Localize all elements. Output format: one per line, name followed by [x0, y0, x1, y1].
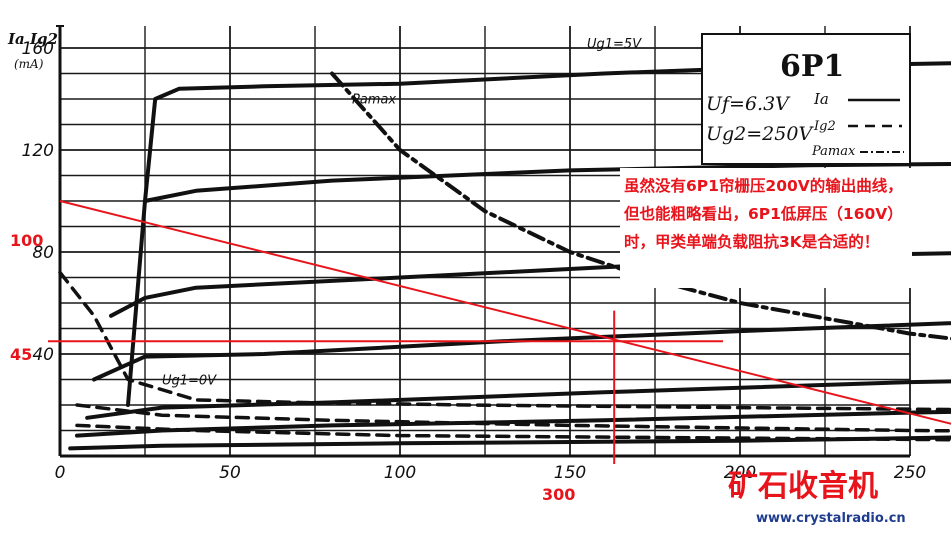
series-curve — [58, 270, 951, 412]
condition-uf: Uf=6.3V — [706, 93, 791, 115]
annotation-box — [620, 168, 912, 288]
load-line-end-label: 300 — [542, 485, 575, 504]
series-curve — [126, 61, 951, 407]
watermark-logo: 矿石收音机 — [728, 469, 878, 504]
series-curve — [143, 161, 951, 203]
condition-ug2: Ug2=250V — [706, 123, 814, 145]
operating-point-label: 45 — [10, 345, 32, 364]
series-label: Ug1=0V — [162, 374, 217, 389]
legend-ig2: Ig2 — [813, 119, 836, 134]
legend-pamax: Pamax — [811, 144, 856, 159]
x-tick-label: 200 — [724, 463, 756, 483]
x-tick-label: 50 — [219, 463, 241, 483]
axes — [56, 25, 910, 458]
tick-labels: 0501001502002503003504004080120160 — [22, 39, 927, 483]
load-line — [59, 200, 951, 425]
series-label: Pamax — [352, 93, 396, 108]
legend-ia: Ia — [813, 90, 829, 108]
series-curve — [92, 321, 951, 382]
series-curve — [85, 379, 951, 420]
y-tick-label: 120 — [22, 141, 54, 161]
y-tick-label: 160 — [22, 39, 54, 59]
load-line-overlay — [48, 200, 951, 464]
y-tick-label: 80 — [32, 243, 54, 263]
chart-title: 6P1 — [780, 49, 844, 84]
x-tick-label: 150 — [554, 463, 586, 483]
load-line-start-label: 100 — [10, 231, 43, 250]
x-tick-label: 100 — [384, 463, 416, 483]
annotation-container: 虽然没有6P1帘栅压200V的输出曲线，但也能粗略看出，6P1低屏压（160V）… — [624, 177, 903, 251]
series-label: Ug1=5V — [587, 37, 642, 52]
series-curve — [75, 423, 951, 442]
y-axis-label: Ia Ig2 — [7, 30, 58, 48]
x-tick-label: 0 — [55, 463, 66, 483]
series-curve — [330, 71, 951, 341]
x-tick-label: 250 — [894, 463, 926, 483]
y-tick-label: 40 — [32, 345, 54, 365]
annotation-text: 虽然没有6P1帘栅压200V的输出曲线，但也能粗略看出，6P1低屏压（160V）… — [624, 177, 903, 251]
series-curve — [75, 403, 951, 433]
watermark-url: www.crystalradio.cn — [756, 511, 906, 526]
series-curve — [68, 435, 951, 451]
y-axis-unit: (mA) — [14, 57, 44, 71]
